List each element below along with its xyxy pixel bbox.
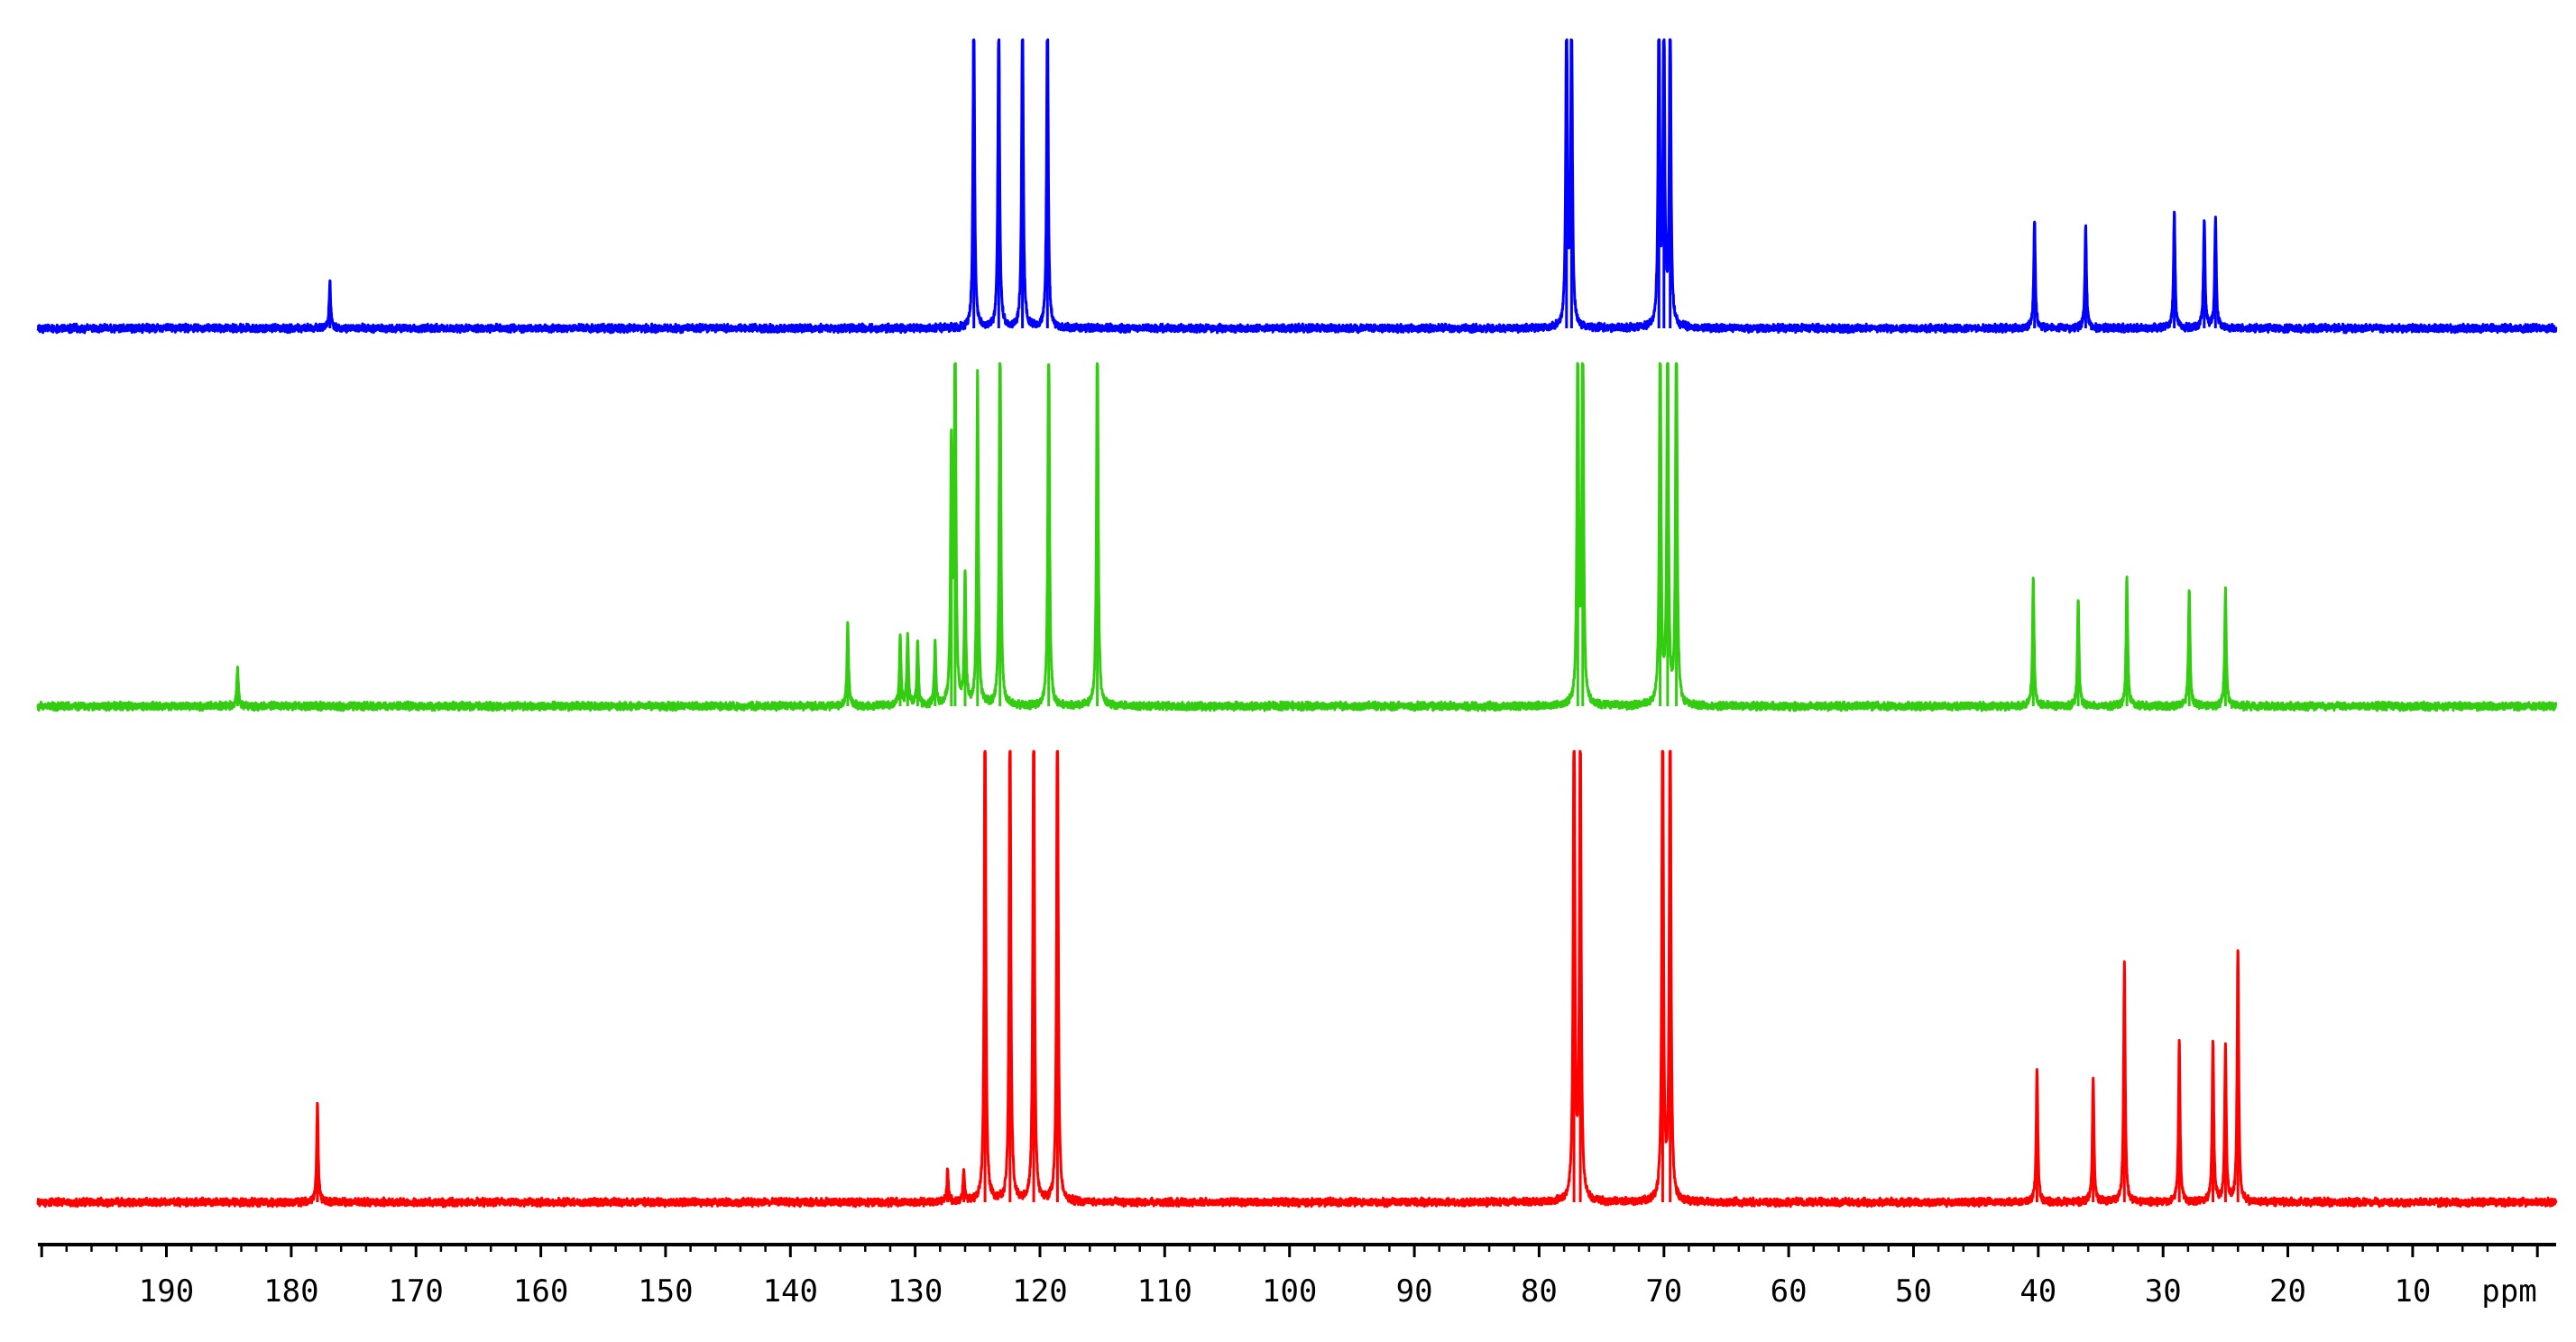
x-tick-label: 40 (2019, 1273, 2056, 1310)
x-tick-label: 100 (1262, 1273, 1317, 1310)
x-axis-tick-labels: 190 180 170 160 150 140 130 120 110 100 90 80 70 60 50… (139, 1273, 2432, 1310)
x-tick-label: 30 (2145, 1273, 2182, 1310)
spectrum-trace-bottom (36, 749, 2558, 1209)
x-tick-label: 10 (2394, 1273, 2431, 1310)
x-tick-label: 160 (513, 1273, 568, 1310)
x-axis-ticks (40, 1245, 2539, 1257)
x-tick-label: 20 (2269, 1273, 2306, 1310)
x-tick-label: 170 (388, 1273, 443, 1310)
x-tick-label: 90 (1396, 1273, 1433, 1310)
x-tick-label: 130 (888, 1273, 943, 1310)
x-tick-label: 50 (1895, 1273, 1932, 1310)
x-tick-label: 110 (1137, 1273, 1192, 1310)
x-tick-label: 190 (139, 1273, 194, 1310)
x-tick-label: 120 (1012, 1273, 1067, 1310)
x-tick-label: 80 (1521, 1273, 1558, 1310)
x-tick-label: 70 (1645, 1273, 1682, 1310)
x-tick-label: 140 (763, 1273, 818, 1310)
x-tick-label: 180 (263, 1273, 318, 1310)
x-axis: 190 180 170 160 150 140 130 120 110 100 90 80 70 60 50… (38, 1243, 2556, 1310)
spectrum-trace-top (36, 38, 2558, 335)
spectra-layer (36, 38, 2558, 1209)
x-tick-label: 60 (1771, 1273, 1808, 1310)
x-axis-unit-label: ppm (2481, 1273, 2536, 1310)
spectrum-trace-middle (36, 362, 2558, 712)
x-tick-label: 150 (638, 1273, 693, 1310)
